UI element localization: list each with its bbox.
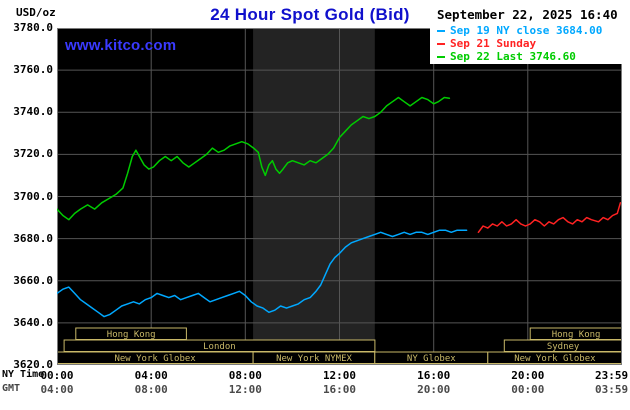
legend-item: Sep 22 Last 3746.60 [437,50,626,63]
series-line-sep22 [56,96,451,221]
x-tick-gmt: 20:00 [417,383,451,396]
chart-timestamp: September 22, 2025 16:40 [437,7,618,22]
series-line-sep19 [56,229,468,318]
y-tick-label: 3720.0 [13,147,53,161]
x-tick-gmt: 16:00 [322,383,357,396]
gmt-axis-label: GMT [2,383,21,394]
legend-item: Sep 21 Sunday [437,37,626,50]
legend-panel: September 22, 2025 16:40 Sep 19 NY close… [430,0,630,64]
legend-marker-dash [437,42,445,45]
y-tick-label: 3660.0 [13,273,53,287]
x-tick-ny: 23:59 [595,369,629,382]
legend-marker-dash [437,29,445,32]
legend-label: Sep 21 Sunday [450,37,537,50]
kitco-watermark-link[interactable]: www.kitco.com [65,37,177,54]
chart-title: 24 Hour Spot Gold (Bid) [210,5,410,24]
session-label: Hong Kong [552,330,601,340]
x-tick-gmt: 08:00 [134,383,168,396]
y-axis-unit-label: USD/oz [16,6,56,19]
x-tick-ny: 20:00 [511,369,545,382]
ny-time-axis-label: NY Time [2,369,45,380]
legend-marker-dash [437,55,445,58]
chart-legend: Sep 19 NY close 3684.00 Sep 21 Sunday Sep … [437,24,626,63]
chart-canvas: Hong Kong Hong Kong London Sydney New York G… [56,28,623,365]
y-tick-label: 3640.0 [13,315,53,329]
session-label: NY Globex [407,354,456,364]
legend-label: Sep 19 NY close 3684.00 [450,24,603,37]
x-axis-gmt-row: 04:00 08:00 12:00 16:00 20:00 00:00 03:59 [0,383,630,396]
x-tick-gmt: 00:00 [511,383,545,396]
series-line-sep21 [477,202,622,234]
x-axis-ny-row: 00:00 04:00 08:00 12:00 16:00 20:00 23:59 [0,369,630,382]
session-label: New York NYMEX [276,354,352,364]
y-tick-label: 3740.0 [13,105,53,119]
session-label: London [203,342,236,352]
x-tick-gmt: 04:00 [40,383,74,396]
x-tick-gmt: 12:00 [228,383,262,396]
x-tick-ny: 12:00 [322,369,357,382]
legend-label: Sep 22 Last 3746.60 [450,50,576,63]
plot-area: Hong Kong Hong Kong London Sydney New York G… [56,28,623,365]
y-tick-label: 3760.0 [13,63,53,77]
y-tick-label: 3700.0 [13,189,53,203]
y-tick-label: 3680.0 [13,231,53,245]
x-tick-ny: 16:00 [417,369,451,382]
x-tick-gmt: 03:59 [595,383,629,396]
session-label: New York Globex [514,354,596,364]
session-label: Sydney [547,342,580,352]
legend-item: Sep 19 NY close 3684.00 [437,24,626,37]
session-label: Hong Kong [107,330,156,340]
x-tick-ny: 04:00 [134,369,168,382]
plot-border [57,28,622,365]
x-tick-ny: 00:00 [40,369,74,382]
x-tick-ny: 08:00 [228,369,262,382]
y-tick-label: 3780.0 [13,21,53,34]
y-tick-label: 3620.0 [13,358,53,371]
session-label: New York Globex [114,354,196,364]
